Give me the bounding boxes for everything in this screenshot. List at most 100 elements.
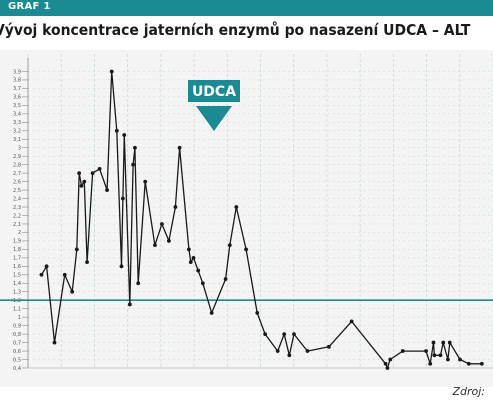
y-tick-label: 1,5 (13, 273, 21, 279)
data-point (479, 361, 484, 366)
data-point (105, 188, 109, 192)
data-point (119, 264, 124, 269)
y-tick-label: 2 (18, 230, 21, 236)
series-layer (40, 70, 482, 369)
data-point (428, 361, 433, 366)
data-point (441, 340, 446, 345)
data-point (120, 196, 125, 201)
data-point (160, 222, 164, 226)
y-tick-label: 0,7 (13, 340, 21, 346)
data-point (234, 205, 239, 209)
y-tick-label: 3,9 (13, 69, 21, 75)
plot-background (0, 50, 493, 387)
data-point (127, 302, 132, 307)
data-point (432, 353, 437, 358)
data-point (227, 243, 232, 248)
data-point (133, 145, 137, 150)
figure-label: GRAF 1 (8, 1, 51, 12)
data-point (326, 344, 331, 349)
data-point (292, 332, 296, 337)
y-tick-label: 0,4 (13, 366, 21, 372)
data-point (255, 311, 260, 315)
y-tick-label: 3,1 (13, 137, 21, 143)
data-point (186, 247, 191, 252)
y-tick-label: 2,5 (13, 188, 21, 194)
data-point (79, 183, 84, 188)
data-point (62, 272, 67, 277)
data-point (39, 272, 44, 277)
data-point (287, 353, 292, 358)
data-point (445, 357, 450, 362)
data-point (97, 167, 102, 171)
data-point (74, 247, 79, 252)
data-point (153, 243, 157, 248)
data-point (223, 277, 228, 281)
data-point (458, 357, 462, 362)
y-tick-label: 1,1 (13, 306, 21, 312)
y-tick-label: 2,6 (13, 179, 21, 185)
y-tick-label: 3,5 (13, 103, 21, 109)
data-point (131, 162, 135, 167)
y-tick-label: 2,1 (13, 222, 21, 228)
y-tick-label: 3,8 (13, 78, 21, 84)
chart-title: Vývoj koncentrace jaterních enzymů po na… (0, 21, 471, 39)
data-point (200, 281, 205, 286)
data-point (44, 264, 49, 269)
data-point (177, 145, 182, 150)
y-tick-label: 1,3 (13, 290, 21, 296)
data-point (466, 361, 471, 366)
y-tick-label: 2,9 (13, 154, 21, 160)
data-point (383, 361, 388, 366)
data-point (85, 260, 89, 264)
data-point (109, 69, 114, 74)
axis-layer: 0,40,50,60,70,80,911,11,21,31,41,51,61,7… (13, 58, 493, 372)
y-tick-label: 2,2 (13, 213, 21, 219)
data-point (349, 319, 354, 324)
y-tick-label: 2,4 (13, 196, 21, 202)
y-tick-label: 2,8 (13, 162, 21, 168)
data-point (173, 205, 178, 209)
y-tick-label: 3 (18, 146, 21, 152)
data-point (385, 366, 390, 370)
y-tick-label: 0,6 (13, 349, 21, 355)
udca-label: UDCA (192, 84, 236, 100)
y-tick-label: 0,8 (13, 332, 21, 338)
y-tick-label: 3,7 (13, 86, 21, 92)
data-point (438, 353, 443, 358)
y-tick-label: 1,7 (13, 256, 21, 262)
y-tick-label: 1 (18, 315, 21, 321)
data-point (275, 349, 280, 353)
series-line (40, 70, 482, 369)
data-point (431, 340, 436, 345)
annotation-layer: UDCA (188, 80, 240, 131)
data-point (447, 340, 452, 345)
data-point (70, 289, 75, 294)
data-point (196, 268, 201, 273)
y-tick-label: 0,9 (13, 323, 21, 329)
data-point (114, 128, 119, 133)
y-tick-label: 1,8 (13, 247, 21, 253)
data-point (305, 349, 310, 353)
data-point (90, 171, 95, 176)
source-note: Zdroj: (452, 385, 485, 398)
y-tick-label: 0,5 (13, 357, 21, 363)
data-point (191, 255, 196, 260)
data-point (143, 179, 148, 184)
udca-arrow-icon (196, 106, 232, 131)
data-point (136, 281, 141, 286)
y-tick-label: 2,7 (13, 171, 21, 177)
figure-label-bar: GRAF 1 (0, 0, 493, 16)
y-tick-label: 3,6 (13, 95, 21, 101)
data-point (263, 332, 268, 337)
data-point (400, 349, 405, 353)
data-point (82, 179, 87, 184)
data-point (52, 340, 57, 345)
data-point (388, 357, 393, 362)
marker-layer (39, 69, 484, 370)
data-point (166, 239, 171, 243)
y-tick-label: 1,6 (13, 264, 21, 270)
data-point (282, 332, 287, 337)
y-tick-label: 3,2 (13, 129, 21, 135)
y-tick-label: 3,3 (13, 120, 21, 126)
